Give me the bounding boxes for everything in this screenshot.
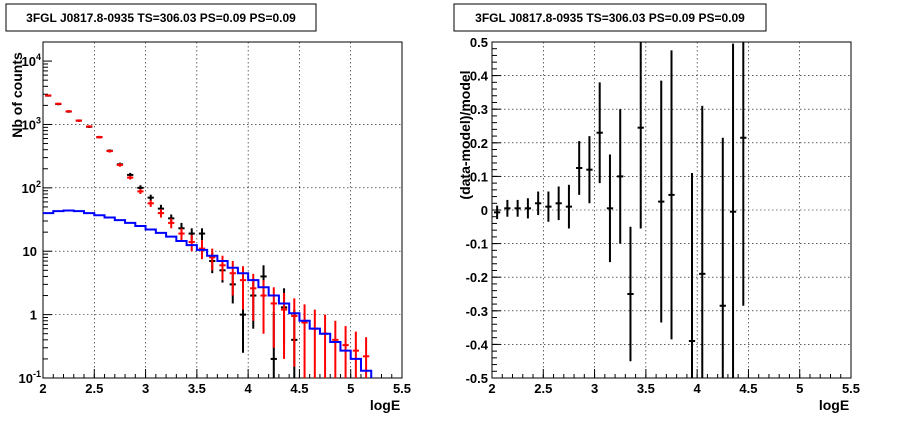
residuals-panel: 3FGL J0817.8-0935 TS=306.03 PS=0.09 PS=0… bbox=[453, 3, 860, 413]
residuals-x-label: logE bbox=[819, 397, 849, 413]
x-tick-label: 4 bbox=[694, 381, 702, 396]
x-tick-label: 5.5 bbox=[393, 381, 411, 396]
y-tick-label: -0.3 bbox=[466, 304, 488, 319]
counts-panel: 3FGL J0817.8-0935 TS=306.03 PS=0.09 PS=0… bbox=[5, 3, 411, 413]
x-tick-label: 3.5 bbox=[637, 381, 655, 396]
x-tick-label: 3.5 bbox=[188, 381, 206, 396]
counts-title-box bbox=[5, 3, 317, 32]
y-tick-label: 10 bbox=[23, 244, 37, 259]
x-tick-label: 2 bbox=[39, 381, 46, 396]
y-tick-label: 1 bbox=[30, 308, 37, 323]
x-tick-label: 4.5 bbox=[290, 381, 308, 396]
y-tick-label: 10-1 bbox=[19, 369, 41, 386]
y-tick-label: -0.1 bbox=[466, 237, 488, 252]
y-tick-label: 103 bbox=[22, 115, 41, 132]
residuals-y-label: (data-model)/model bbox=[457, 70, 473, 199]
y-tick-label: -0.2 bbox=[466, 270, 488, 285]
model-step-line bbox=[43, 209, 373, 378]
y-tick-label: 0.5 bbox=[470, 35, 488, 50]
y-tick-label: 104 bbox=[22, 52, 41, 69]
y-tick-label: -0.4 bbox=[466, 337, 489, 352]
x-tick-label: 5 bbox=[796, 381, 803, 396]
counts-title: 3FGL J0817.8-0935 TS=306.03 PS=0.09 PS=0… bbox=[26, 11, 296, 25]
y-tick-label: 0.2 bbox=[470, 136, 488, 151]
x-tick-label: 2.5 bbox=[85, 381, 103, 396]
y-tick-label: 0 bbox=[481, 203, 488, 218]
x-tick-label: 3 bbox=[591, 381, 598, 396]
y-tick-label: -0.5 bbox=[466, 371, 488, 386]
x-tick-label: 3 bbox=[142, 381, 149, 396]
counts-data-marks bbox=[43, 94, 373, 378]
y-tick-label: 102 bbox=[22, 179, 41, 196]
x-tick-label: 2.5 bbox=[534, 381, 552, 396]
y-tick-label: 0.3 bbox=[470, 102, 488, 117]
x-tick-label: 2 bbox=[488, 381, 495, 396]
counts-plot-area bbox=[42, 41, 403, 379]
counts-gridlines bbox=[43, 42, 402, 378]
counts-axis-ticks: 2 2.5 3 3.5 4 4.5 5 5.5 10-1 1 10 102 103 104 bbox=[19, 41, 411, 396]
residuals-gridlines bbox=[492, 42, 851, 378]
counts-x-label: logE bbox=[370, 397, 400, 413]
y-tick-label: 0.4 bbox=[470, 69, 489, 84]
y-tick-label: 0.1 bbox=[470, 169, 488, 184]
residuals-title-box bbox=[453, 3, 767, 32]
x-tick-label: 4 bbox=[245, 381, 253, 396]
x-tick-label: 4.5 bbox=[739, 381, 757, 396]
residuals-data-marks bbox=[494, 42, 747, 378]
x-tick-label: 5.5 bbox=[842, 381, 860, 396]
x-tick-label: 5 bbox=[347, 381, 354, 396]
residuals-axis-ticks: 2 2.5 3 3.5 4 4.5 5 5.5 -0.5 -0.4 -0.3 -0.2 -0.1 0 0.1… bbox=[466, 35, 860, 396]
counts-y-label: Nb of counts bbox=[9, 52, 25, 138]
residuals-title: 3FGL J0817.8-0935 TS=306.03 PS=0.09 PS=0… bbox=[475, 11, 745, 25]
